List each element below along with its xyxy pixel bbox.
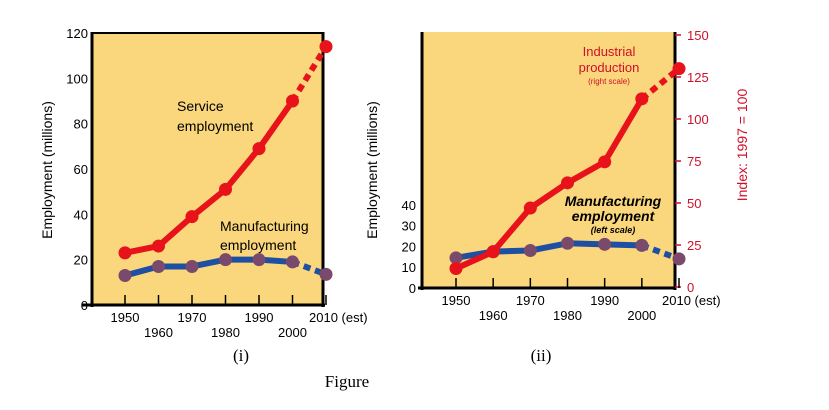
manufacturing-employment-point-1970: [185, 259, 199, 273]
manufacturing-employment-estimate-line: [640, 242, 681, 262]
series-label-manufacturing: Manufacturing: [565, 193, 662, 209]
series-label-service: employment: [177, 118, 253, 134]
x-tick-label: 1980: [553, 308, 582, 323]
manufacturing-employment-point-1950: [118, 269, 132, 283]
series-label-industrial: Industrial: [583, 44, 636, 59]
right-y-tick-label: 0: [687, 280, 694, 295]
service-employment-estimate-line: [289, 45, 329, 103]
series-label-manufacturing: (left scale): [591, 225, 636, 235]
right-y-tick-label: 25: [687, 238, 701, 253]
left-y-tick-label: 0: [409, 281, 416, 296]
series-label-manufacturing: employment: [220, 237, 296, 253]
industrial-production-point-1960: [486, 245, 500, 259]
service-employment-point-1990: [252, 142, 266, 156]
y-tick-label: 100: [66, 71, 88, 86]
manufacturing-employment-point-1990: [598, 237, 612, 251]
service-employment-point-2000: [286, 94, 299, 108]
series-label-manufacturing: employment: [572, 208, 656, 224]
panel-label: (ii): [531, 346, 552, 365]
x-tick-label: 1980: [211, 325, 240, 340]
x-tick-label: 1960: [479, 308, 508, 323]
left-y-tick-label: 20: [402, 239, 416, 254]
right-y-tick-label: 75: [687, 154, 701, 169]
y-tick-label: 60: [74, 162, 88, 177]
x-tick-label: 2000: [627, 308, 656, 323]
x-tick-label: 1950: [111, 310, 140, 325]
y-tick-label: 120: [66, 26, 88, 41]
left-y-tick-label: 30: [402, 219, 416, 234]
left-y-axis-title: Employment (millions): [364, 101, 380, 239]
x-tick-label: 1970: [516, 293, 545, 308]
right-y-tick-label: 100: [687, 112, 709, 127]
industrial-production-point-1990: [598, 155, 612, 169]
y-tick-label: 80: [74, 117, 88, 132]
manufacturing-employment-point-2000: [286, 255, 299, 269]
industrial-production-line: [453, 95, 645, 272]
x-tick-label: 1960: [144, 325, 173, 340]
y-tick-label: 20: [74, 253, 88, 268]
service-employment-point-2010: [319, 40, 333, 54]
series-label-service: Service: [177, 98, 224, 114]
right-y-tick-label: 125: [687, 70, 709, 85]
series-label-manufacturing: Manufacturing: [220, 218, 309, 234]
left-y-tick-label: 10: [402, 260, 416, 275]
chart-panel-ii: 0 10 20 30 40 0 25 50 75 100 125 150 1950 1960 1970 198…: [364, 28, 750, 365]
right-y-axis-title: Index: 1997 = 100: [734, 89, 750, 202]
manufacturing-employment-point-1950: [449, 251, 463, 265]
x-tick-label: 2000: [278, 325, 307, 340]
panel-label: (i): [233, 346, 249, 365]
manufacturing-employment-point-2000: [635, 238, 649, 252]
left-y-tick-label: 40: [402, 198, 416, 213]
manufacturing-employment-point-1980: [561, 236, 574, 250]
series-label-industrial: (right scale): [588, 77, 630, 86]
y-tick-label: 40: [74, 207, 88, 222]
industrial-production-point-2010: [672, 62, 686, 76]
x-tick-label: 2010 (est): [662, 293, 721, 308]
manufacturing-employment-point-1960: [152, 259, 165, 273]
service-employment-point-1980: [219, 182, 232, 196]
chart-panel-i: 0 20 40 60 80 100 120 1950 1960 1970 1980 1990 20002…: [39, 26, 368, 365]
service-employment-point-1960: [152, 239, 165, 253]
figure-caption: Figure: [325, 372, 369, 391]
series-label-industrial: production: [579, 60, 640, 75]
manufacturing-employment-point-1980: [219, 253, 232, 267]
industrial-production-estimate-line: [639, 66, 681, 102]
industrial-production-point-2000: [635, 92, 649, 106]
y-tick-label: 0: [81, 298, 88, 313]
industrial-production-point-1980: [561, 176, 574, 190]
industrial-production-point-1970: [523, 201, 537, 215]
x-tick-label: 1990: [590, 293, 619, 308]
industrial-production-point-1950: [449, 262, 463, 276]
x-tick-label: 1990: [245, 310, 274, 325]
x-tick-label: 2010 (est): [309, 310, 368, 325]
manufacturing-employment-point-2010: [319, 267, 333, 281]
service-employment-point-1950: [118, 246, 132, 260]
service-employment-point-1970: [185, 210, 199, 224]
manufacturing-employment-point-1970: [523, 244, 537, 258]
right-y-tick-label: 50: [687, 196, 701, 211]
manufacturing-employment-point-1990: [252, 253, 266, 267]
y-axis-title: Employment (millions): [39, 101, 55, 239]
x-tick-label: 1950: [442, 293, 471, 308]
manufacturing-employment-point-2010: [672, 252, 686, 266]
x-tick-label: 1970: [178, 310, 207, 325]
right-y-tick-label: 150: [687, 28, 709, 43]
